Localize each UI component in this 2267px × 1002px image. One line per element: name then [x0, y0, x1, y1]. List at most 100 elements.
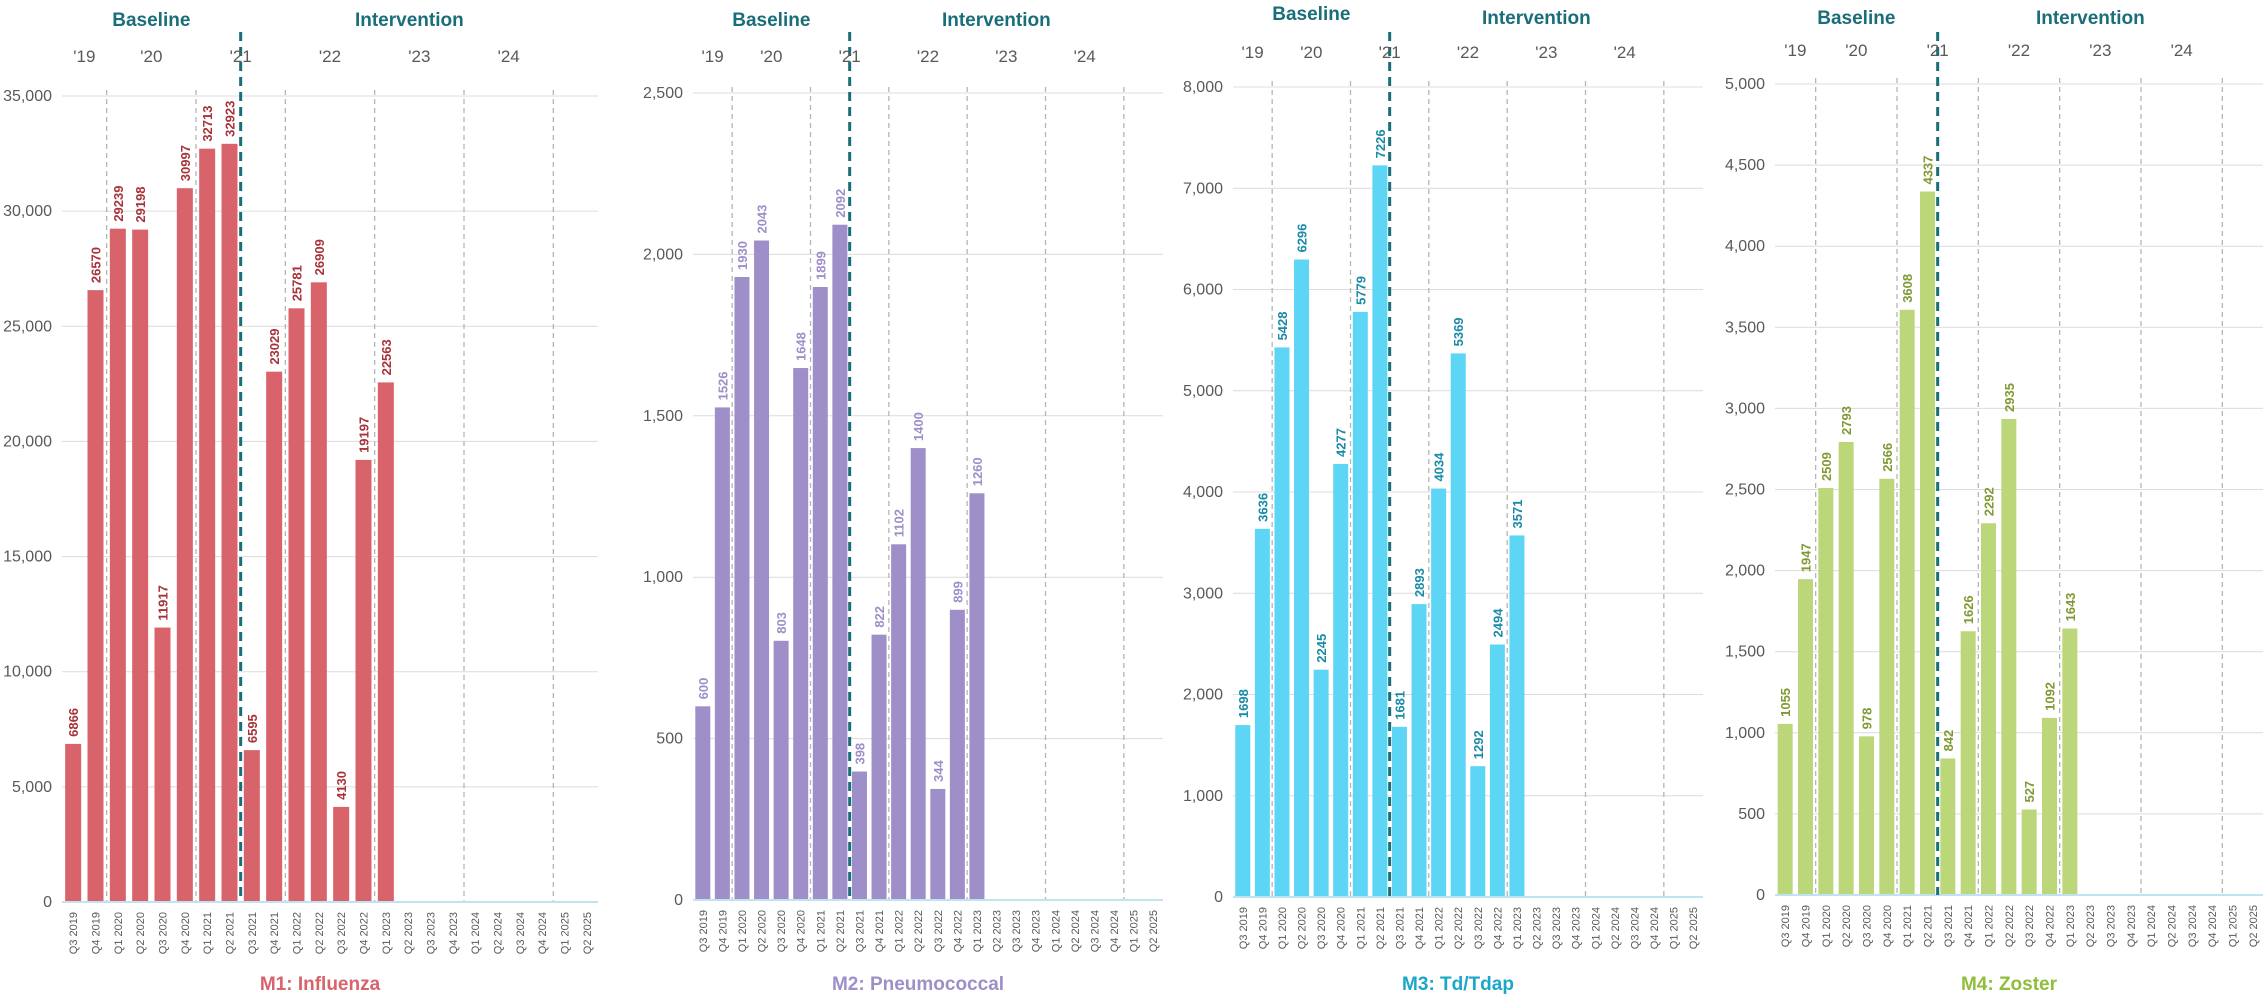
x-tick-label: Q1 2025 — [1669, 907, 1681, 949]
x-tick-label: Q3 2020 — [1316, 907, 1328, 949]
data-label: 1260 — [970, 457, 985, 486]
x-tick-label: Q3 2023 — [1551, 907, 1563, 949]
x-tick-label: Q4 2021 — [1414, 907, 1426, 949]
x-tick-label: Q4 2019 — [717, 910, 729, 952]
bar — [1450, 353, 1466, 897]
y-tick-label: 5,000 — [1183, 383, 1223, 400]
x-tick-label: Q1 2025 — [560, 912, 572, 954]
chart-svg-4: 0 500 1,000 1,500 2,000 2,500 3,000 3,500 4,000 4… — [1725, 8, 2263, 995]
x-tick-label: Q1 2023 — [2065, 905, 2077, 947]
y-tick-label: 25,000 — [3, 318, 52, 335]
x-tick-label: Q1 2020 — [113, 912, 125, 954]
data-label: 11917 — [156, 585, 171, 620]
x-tick-label: Q2 2022 — [1453, 907, 1465, 949]
x-tick-label: Q3 2023 — [1011, 910, 1023, 952]
y-tick-label: 3,500 — [1725, 319, 1765, 336]
x-tick-label: Q1 2024 — [470, 912, 482, 954]
x-tick-label: Q2 2025 — [1148, 910, 1160, 952]
x-tick-label: Q2 2020 — [1297, 907, 1309, 949]
bar — [734, 276, 750, 901]
x-tick-label: Q4 2022 — [2045, 905, 2057, 947]
year-label: '23 — [1535, 43, 1557, 62]
data-label: 26909 — [312, 239, 327, 275]
y-tick-label: 6,000 — [1183, 282, 1223, 299]
bar — [930, 788, 946, 900]
y-tick-label: 20,000 — [3, 433, 52, 450]
y-tick-label: 3,000 — [1725, 400, 1765, 417]
bar — [154, 627, 171, 902]
data-label: 2935 — [2002, 383, 2017, 412]
bar — [1333, 463, 1349, 897]
x-tick-label: Q2 2023 — [1532, 907, 1544, 949]
year-label: '20 — [1845, 41, 1867, 60]
bar — [969, 493, 985, 900]
x-tick-label: Q4 2024 — [1649, 907, 1661, 949]
data-label: 2793 — [1839, 406, 1854, 435]
x-tick-label: Q3 2024 — [515, 912, 527, 954]
chart-svg-1: 0 5,000 10,000 15,000 20,000 25,000 30,000 35,0… — [3, 10, 598, 995]
bar — [2021, 809, 2037, 895]
bar — [1411, 604, 1427, 897]
data-label: 19197 — [357, 417, 372, 453]
chart-svg-3: 0 1,000 2,000 3,000 4,000 5,000 6,000 7,000 8,00… — [1183, 4, 1703, 995]
data-label: 3636 — [1255, 493, 1270, 522]
bar — [1981, 523, 1996, 895]
x-tick-label: Q1 2025 — [1129, 910, 1141, 952]
x-tick-label: Q4 2020 — [1882, 905, 1894, 947]
bar — [910, 448, 926, 900]
x-tick-label: Q1 2021 — [1355, 907, 1367, 949]
bar — [109, 228, 126, 902]
x-tick-label: Q2 2021 — [225, 912, 237, 954]
phase-label-intervention: Intervention — [942, 10, 1051, 31]
phase-label-baseline: Baseline — [1817, 8, 1895, 29]
data-label: 2566 — [1880, 443, 1895, 472]
data-label: 4034 — [1432, 452, 1447, 482]
bar — [1920, 191, 1935, 896]
data-label: 1648 — [794, 332, 809, 361]
bar — [377, 382, 394, 902]
data-label: 25781 — [290, 265, 305, 301]
x-tick-label: Q3 2020 — [1862, 905, 1874, 947]
phase-label-baseline: Baseline — [1272, 4, 1350, 25]
x-tick-label: Q3 2023 — [2106, 905, 2118, 947]
bar — [1274, 347, 1290, 897]
x-tick-label: Q3 2021 — [1394, 907, 1406, 949]
x-tick-label: Q4 2022 — [1492, 907, 1504, 949]
data-label: 4337 — [1921, 156, 1936, 185]
bar — [832, 224, 848, 900]
data-label: 822 — [872, 606, 887, 628]
data-label: 600 — [696, 678, 711, 700]
y-tick-label: 1,000 — [1725, 725, 1765, 742]
bar — [199, 148, 216, 903]
x-tick-label: Q2 2020 — [135, 912, 147, 954]
x-tick-label: Q4 2023 — [2126, 905, 2138, 947]
x-tick-label: Q2 2022 — [314, 912, 326, 954]
year-label: '19 — [73, 47, 95, 66]
y-tick-label: 0 — [43, 894, 52, 911]
year-label: '24 — [498, 47, 520, 66]
x-tick-label: Q4 2023 — [448, 912, 460, 954]
bar — [891, 544, 907, 900]
x-tick-label: Q3 2022 — [1473, 907, 1485, 949]
x-tick-label: Q4 2021 — [874, 910, 886, 952]
x-tick-label: Q2 2021 — [1375, 907, 1387, 949]
data-label: 22563 — [379, 339, 394, 375]
data-label: 1681 — [1392, 691, 1407, 720]
data-label: 30997 — [178, 145, 193, 181]
x-tick-label: Q2 2021 — [1923, 905, 1935, 947]
y-tick-label: 2,000 — [1183, 687, 1223, 704]
data-label: 6296 — [1295, 224, 1310, 253]
x-tick-label: Q1 2022 — [1984, 905, 1996, 947]
data-label: 1626 — [1961, 595, 1976, 624]
bar — [333, 806, 350, 902]
y-tick-label: 2,500 — [1725, 482, 1765, 499]
x-tick-label: Q1 2020 — [1821, 905, 1833, 947]
y-tick-label: 5,000 — [1725, 76, 1765, 93]
x-tick-label: Q1 2020 — [1277, 907, 1289, 949]
year-label: '23 — [408, 47, 430, 66]
data-label: 803 — [774, 612, 789, 634]
bar — [1509, 535, 1525, 897]
x-tick-label: Q4 2019 — [1801, 905, 1813, 947]
x-tick-label: Q4 2021 — [269, 912, 281, 954]
data-label: 398 — [852, 743, 867, 765]
